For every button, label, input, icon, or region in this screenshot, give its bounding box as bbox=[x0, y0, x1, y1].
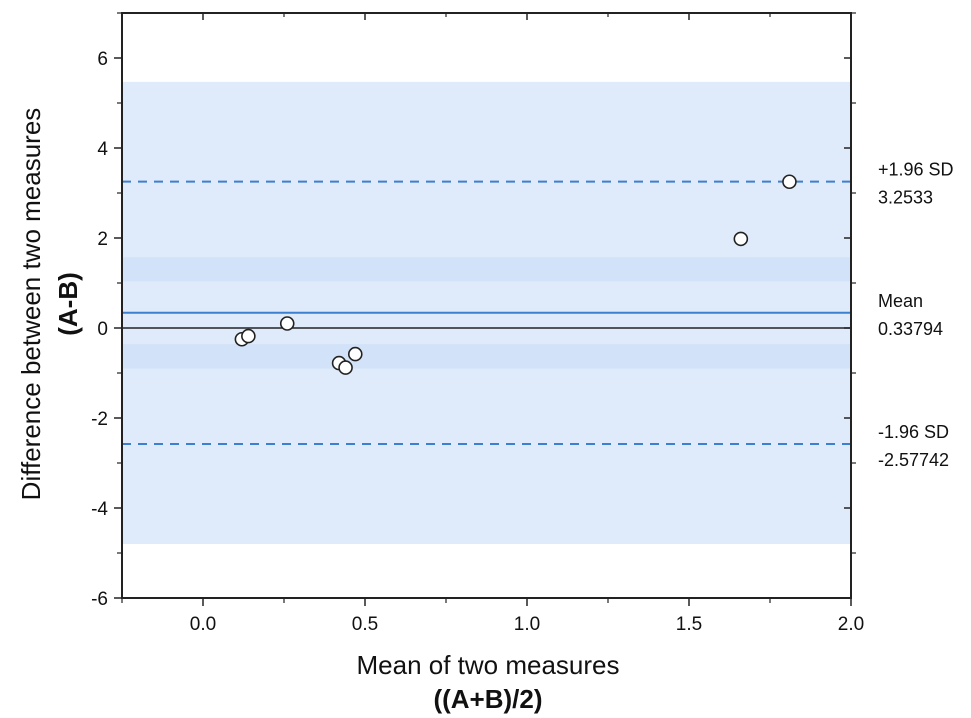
lower-loa-value-label: -2.57742 bbox=[878, 450, 949, 470]
data-points bbox=[234, 174, 797, 375]
y-tick-label: 6 bbox=[97, 49, 108, 70]
y-tick-label: -2 bbox=[91, 409, 108, 430]
x-axis-ticks: 0.0 0.5 1.0 1.5 2.0 bbox=[121, 13, 864, 635]
y-axis-ticks: -6 -4 -2 0 2 4 6 bbox=[91, 12, 856, 610]
data-point bbox=[347, 346, 363, 362]
upper-loa-label: +1.96 SD bbox=[878, 160, 954, 180]
data-point bbox=[338, 360, 353, 375]
data-point bbox=[733, 231, 749, 247]
x-tick-label: 1.0 bbox=[514, 614, 540, 635]
y-tick-label: 4 bbox=[97, 139, 108, 160]
data-point bbox=[279, 316, 295, 331]
y-tick-label: 0 bbox=[97, 319, 108, 340]
y-axis-subtitle: (A-B) bbox=[53, 272, 83, 336]
y-tick-label: 2 bbox=[97, 229, 108, 250]
x-axis-title: Mean of two measures bbox=[356, 650, 619, 680]
mean-label: Mean bbox=[878, 291, 923, 311]
mean-value-label: 0.33794 bbox=[878, 319, 943, 339]
x-tick-label: 0.0 bbox=[190, 614, 216, 635]
x-tick-label: 0.5 bbox=[352, 614, 378, 635]
confidence-band-upper_loa bbox=[122, 81, 851, 282]
confidence-band-lower_loa bbox=[122, 344, 851, 544]
data-point bbox=[782, 174, 797, 190]
x-tick-label: 2.0 bbox=[838, 614, 864, 635]
y-tick-label: -6 bbox=[91, 589, 108, 610]
reference-lines bbox=[122, 180, 851, 445]
x-tick-label: 1.5 bbox=[676, 614, 702, 635]
y-tick-label: -4 bbox=[91, 499, 108, 520]
plot-frame bbox=[121, 12, 852, 599]
lower-loa-label: -1.96 SD bbox=[878, 422, 949, 442]
y-axis-title: Difference between two measures bbox=[16, 108, 46, 501]
reference-line-labels: +1.96 SD 3.2533 Mean 0.33794 -1.96 SD -2.5774… bbox=[878, 160, 954, 470]
data-point bbox=[241, 328, 256, 344]
x-axis-subtitle: ((A+B)/2) bbox=[433, 684, 542, 714]
upper-loa-value-label: 3.2533 bbox=[878, 188, 933, 208]
